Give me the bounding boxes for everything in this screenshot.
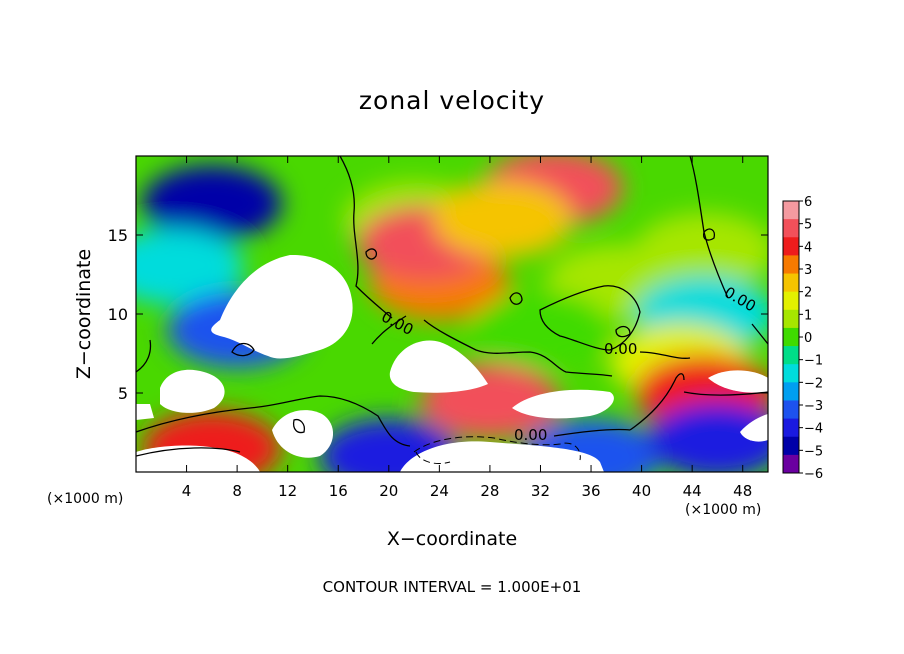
colorbar-tick-label: −5 <box>804 444 823 459</box>
y-axis-label: Z−coordinate <box>73 248 95 380</box>
heatmap-region <box>141 165 282 242</box>
heatmap-field <box>136 156 768 472</box>
colorbar-tick-label: −3 <box>804 399 823 414</box>
heatmap-region <box>647 402 768 472</box>
saturated-regions <box>136 254 768 472</box>
x-tick-label: 8 <box>232 482 242 500</box>
contour-label: 0.00 <box>514 426 547 444</box>
contour-interval-note: CONTOUR INTERVAL = 1.000E+01 <box>322 578 582 596</box>
colorbar-swatch <box>783 201 799 220</box>
colorbar-swatch <box>783 273 799 293</box>
colorbar-swatch <box>783 436 799 456</box>
colorbar-tick-label: 4 <box>804 240 812 255</box>
colorbar-tick-label: −6 <box>804 467 823 482</box>
colorbar-swatch <box>783 237 799 256</box>
chart-title: zonal velocity <box>358 86 546 115</box>
zero-contours <box>136 156 768 457</box>
x-ticks: 4 8 12 16 20 24 28 32 36 40 44 48 <box>182 156 752 500</box>
x-tick-label: 36 <box>581 482 600 500</box>
x-unit-label-right: (×1000 m) <box>685 502 762 518</box>
x-tick-label: 40 <box>632 482 651 500</box>
y-tick-label: 5 <box>118 384 128 403</box>
heatmap-region <box>470 291 611 368</box>
colorbar-swatch <box>783 364 799 383</box>
heatmap-region <box>432 181 573 258</box>
negative-contours <box>413 436 581 465</box>
x-tick-label: 48 <box>733 482 752 500</box>
x-tick-label: 44 <box>683 482 702 500</box>
colorbar-swatch <box>783 454 799 474</box>
colorbar-tick-label: −4 <box>804 422 823 437</box>
colorbar: 6 5 4 3 2 1 0 −1 −2 −3 −4 −5 −6 <box>782 195 823 482</box>
colorbar-tick-label: −2 <box>804 376 823 391</box>
y-tick-label: 15 <box>108 226 128 245</box>
y-tick-label: 10 <box>108 305 128 324</box>
x-tick-label: 32 <box>531 482 550 500</box>
x-tick-label: 24 <box>430 482 449 500</box>
x-axis-label: X−coordinate <box>386 528 518 550</box>
colorbar-tick-label: 5 <box>804 218 812 233</box>
colorbar-tick-label: 1 <box>804 308 812 323</box>
colorbar-swatch <box>783 219 799 238</box>
colorbar-tick-label: 2 <box>804 286 812 301</box>
colorbar-swatch <box>783 291 799 311</box>
colorbar-swatch <box>783 255 799 275</box>
colorbar-swatch <box>783 309 799 329</box>
heatmap-region <box>634 212 768 289</box>
contour-label: 0.00 <box>604 340 637 358</box>
y-ticks: 5 10 15 <box>108 226 768 403</box>
x-tick-label: 16 <box>329 482 348 500</box>
colorbar-tick-label: 6 <box>804 195 812 210</box>
colorbar-swatch <box>783 346 799 365</box>
colorbar-swatch <box>783 400 799 420</box>
colorbar-tick-label: 0 <box>804 331 812 346</box>
heatmap-region <box>136 228 244 305</box>
colorbar-swatch <box>783 382 799 401</box>
colorbar-tick-label: −1 <box>804 354 823 369</box>
colorbar-tick-label: 3 <box>804 263 812 278</box>
x-tick-label: 4 <box>182 482 192 500</box>
x-tick-label: 28 <box>480 482 499 500</box>
x-tick-label: 12 <box>278 482 297 500</box>
colorbar-swatch <box>783 327 799 347</box>
x-tick-label: 20 <box>379 482 398 500</box>
x-unit-label-left: (×1000 m) <box>47 491 124 507</box>
colorbar-swatch <box>783 418 799 438</box>
